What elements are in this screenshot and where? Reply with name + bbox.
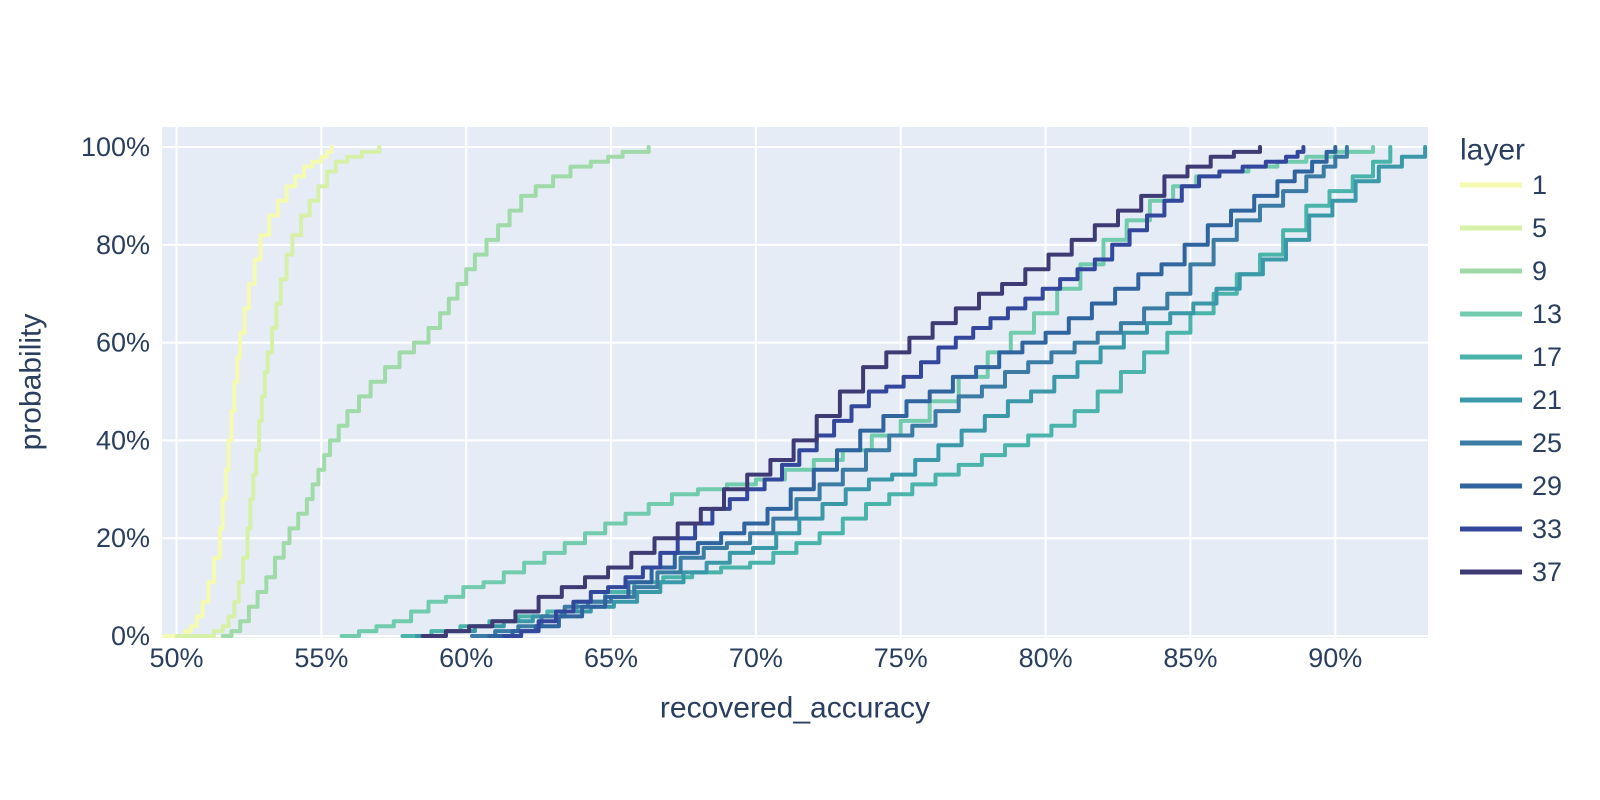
series-layer-33 [501,145,1306,638]
y-axis-title: probability [15,314,48,451]
x-tick-label-80%: 80% [1019,643,1073,673]
y-tick-label-40%: 40% [96,425,150,455]
x-tick-label-70%: 70% [729,643,783,673]
legend-item-layer-17[interactable]: 17 [1460,342,1562,372]
y-tick-label-100%: 100% [81,132,150,162]
series-group [162,145,1428,638]
legend-item-layer-21[interactable]: 21 [1460,385,1562,415]
legend-item-layer-13[interactable]: 13 [1460,299,1562,329]
series-layer-5 [174,145,382,638]
gridline-group [162,127,1428,638]
series-layer-37 [420,145,1262,638]
y-tick-label-0%: 0% [111,621,150,651]
x-tick-label-90%: 90% [1308,643,1362,673]
legend-label-layer-17: 17 [1532,342,1562,372]
x-tick-label-50%: 50% [149,643,203,673]
legend-label-layer-33: 33 [1532,514,1562,544]
legend-label-layer-29: 29 [1532,471,1562,501]
x-tick-label-85%: 85% [1163,643,1217,673]
x-tick-label-55%: 55% [294,643,348,673]
legend-label-layer-5: 5 [1532,213,1547,243]
legend-label-layer-25: 25 [1532,428,1562,458]
plot-background-group [162,127,1428,638]
x-tick-label-75%: 75% [874,643,928,673]
x-axis-title: recovered_accuracy [660,692,930,725]
legend: 1 5 9 13 17 21 25 29 33 37 [1460,170,1562,587]
y-tick-label-80%: 80% [96,230,150,260]
legend-label-layer-9: 9 [1532,256,1547,286]
legend-item-layer-5[interactable]: 5 [1460,213,1547,243]
legend-item-layer-9[interactable]: 9 [1460,256,1547,286]
series-layer-29 [487,145,1338,638]
y-tick-label-20%: 20% [96,523,150,553]
legend-label-layer-13: 13 [1532,299,1562,329]
legend-title: layer [1460,134,1525,167]
series-layer-25 [470,145,1349,638]
series-layer-1 [162,145,334,638]
legend-label-layer-21: 21 [1532,385,1562,415]
plot-area[interactable] [162,127,1428,638]
legend-item-layer-1[interactable]: 1 [1460,170,1547,200]
legend-item-layer-37[interactable]: 37 [1460,557,1562,587]
x-tick-label-60%: 60% [439,643,493,673]
x-tick-label-65%: 65% [584,643,638,673]
legend-item-layer-25[interactable]: 25 [1460,428,1562,458]
legend-item-layer-29[interactable]: 29 [1460,471,1562,501]
legend-label-layer-37: 37 [1532,557,1562,587]
series-layer-21 [414,145,1428,638]
y-tick-label-60%: 60% [96,328,150,358]
legend-item-layer-33[interactable]: 33 [1460,514,1562,544]
series-layer-9 [220,145,651,638]
legend-label-layer-1: 1 [1532,170,1547,200]
tick-label-group: 50% 55% 60% 65% 70% 75% 80% 85% 90% 0% 20% 40% 60% 80… [81,132,1362,673]
